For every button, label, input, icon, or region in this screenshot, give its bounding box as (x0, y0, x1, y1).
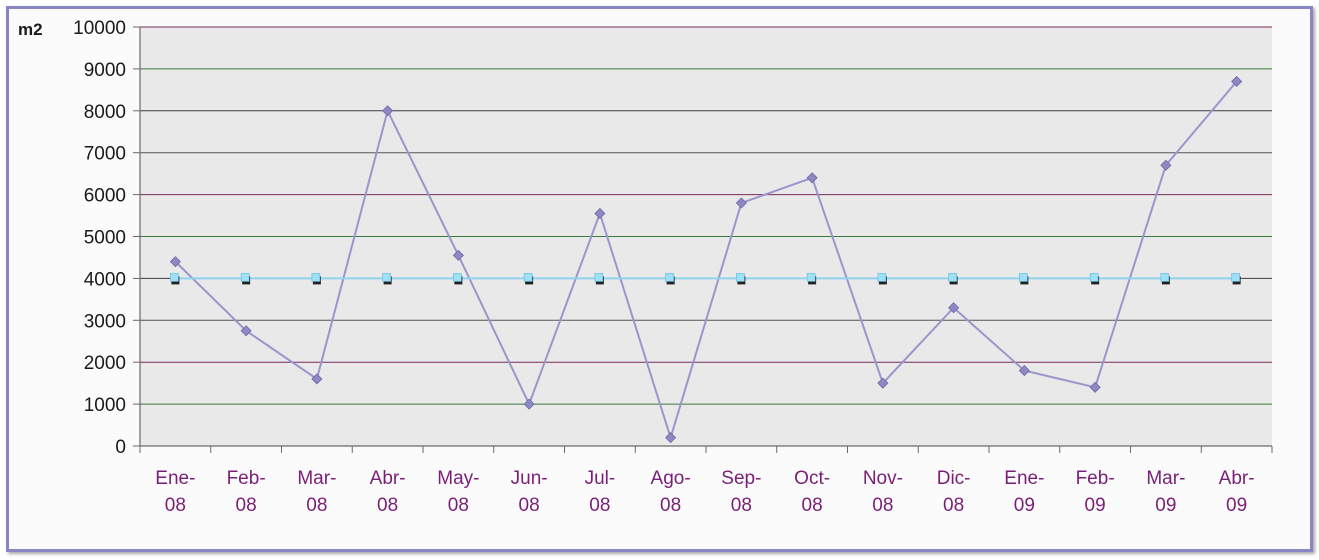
x-tick-label: Ago-08 (651, 468, 691, 516)
data-point-marker (452, 249, 464, 261)
data-point-marker (382, 273, 391, 282)
data-point-marker (382, 105, 394, 117)
data-point-marker (240, 325, 252, 337)
data-point-marker (1089, 381, 1101, 393)
x-tick-label: Feb-08 (227, 468, 266, 516)
x-tick-label: Ene-08 (155, 468, 195, 516)
y-tick-label: 6000 (84, 186, 126, 207)
data-point-marker (1019, 273, 1028, 282)
x-tick-label: Dic-08 (937, 468, 971, 516)
data-point-marker (1018, 365, 1030, 377)
data-point-marker (877, 377, 889, 389)
y-tick-label: 3000 (84, 311, 126, 332)
data-point-marker (948, 273, 957, 282)
series-line-monthly (174, 80, 1238, 442)
data-point-marker (1231, 75, 1243, 88)
x-tick-label: Jul-08 (585, 468, 616, 516)
data-point-marker (948, 302, 960, 314)
data-point-marker (1160, 273, 1170, 282)
y-tick-label: 4000 (84, 269, 126, 290)
x-tick-label: Nov-08 (863, 468, 903, 516)
y-tick-label: 1000 (84, 395, 126, 416)
data-point-marker (594, 207, 606, 220)
x-tick-label: Abr-08 (370, 468, 406, 516)
data-point-marker (1160, 159, 1172, 171)
x-tick-label: Sep-08 (721, 468, 761, 516)
data-point-marker (806, 273, 816, 282)
y-tick-label: 5000 (84, 228, 126, 249)
x-tick-label: Ene-09 (1004, 468, 1044, 516)
data-point-marker (665, 273, 674, 282)
data-point-marker (169, 256, 181, 268)
y-tick-label: 7000 (84, 144, 126, 165)
data-point-marker (877, 273, 887, 282)
data-point-marker (523, 398, 535, 410)
y-axis-unit-label: m2 (18, 20, 43, 39)
data-point-marker (594, 273, 604, 282)
data-point-marker (665, 432, 677, 444)
x-tick-label: Mar-08 (297, 468, 336, 516)
x-tick-label: Feb-09 (1076, 468, 1115, 516)
y-tick-label: 8000 (84, 102, 126, 123)
x-tick-label: Mar-09 (1146, 468, 1185, 516)
data-point-marker (170, 273, 179, 282)
y-tick-label: 9000 (84, 60, 126, 81)
data-point-marker (523, 273, 533, 282)
data-point-marker (736, 273, 745, 282)
y-tick-label: 10000 (73, 18, 126, 39)
y-tick-label: 2000 (84, 353, 126, 374)
data-point-marker (1231, 273, 1240, 282)
data-point-marker (1089, 273, 1099, 282)
x-tick-label: Abr-09 (1219, 468, 1255, 516)
x-tick-label: Jun-08 (511, 468, 548, 516)
y-tick-label: 0 (115, 437, 126, 458)
data-point-marker (240, 273, 250, 282)
x-tick-label: May-08 (437, 468, 479, 516)
data-point-marker (311, 373, 323, 385)
data-point-marker (735, 197, 747, 209)
x-tick-label: Oct-08 (794, 468, 830, 516)
data-point-marker (806, 172, 818, 184)
data-point-marker (311, 273, 321, 282)
data-point-marker (453, 273, 462, 282)
